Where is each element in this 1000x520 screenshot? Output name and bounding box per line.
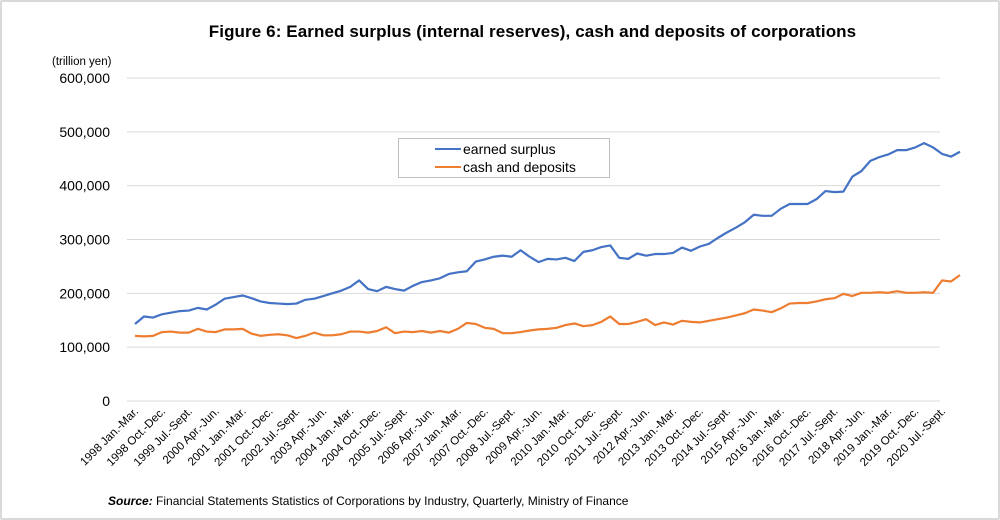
y-tick-label: 400,000 <box>59 178 110 194</box>
y-tick-label: 0 <box>102 393 110 409</box>
legend-label: cash and deposits <box>463 159 576 175</box>
legend-swatch-earned-surplus <box>435 148 461 150</box>
y-tick-label: 300,000 <box>59 232 110 248</box>
legend-item-cash-and-deposits: cash and deposits <box>399 159 576 175</box>
source-note: Source: Financial Statements Statistics … <box>108 494 629 508</box>
y-axis-unit-label: (trillion yen) <box>52 56 112 68</box>
y-tick-label: 500,000 <box>59 124 110 140</box>
legend-swatch-cash-and-deposits <box>435 166 461 168</box>
y-tick-label: 200,000 <box>59 285 110 301</box>
y-tick-label: 600,000 <box>59 70 110 86</box>
x-axis-tick-labels: 1998 Jan.-Mar.1998 Oct.-Dec.1999 Jul.-Se… <box>78 406 948 469</box>
gridlines <box>127 77 940 402</box>
legend-item-earned-surplus: earned surplus <box>399 141 556 157</box>
legend: earned surplus cash and deposits <box>398 138 610 178</box>
series-lines <box>134 142 961 340</box>
chart-title: Figure 6: Earned surplus (internal reser… <box>208 22 857 41</box>
source-text: Financial Statements Statistics of Corpo… <box>156 494 629 508</box>
legend-label: earned surplus <box>463 141 556 157</box>
series-line-earned-surplus <box>134 142 961 325</box>
y-axis-tick-labels: 0 100,000 200,000 300,000 400,000 500,000 600,… <box>59 70 110 409</box>
source-label: Source <box>108 494 149 508</box>
series-line-cash-and-deposits <box>134 274 961 340</box>
y-tick-label: 100,000 <box>59 339 110 355</box>
